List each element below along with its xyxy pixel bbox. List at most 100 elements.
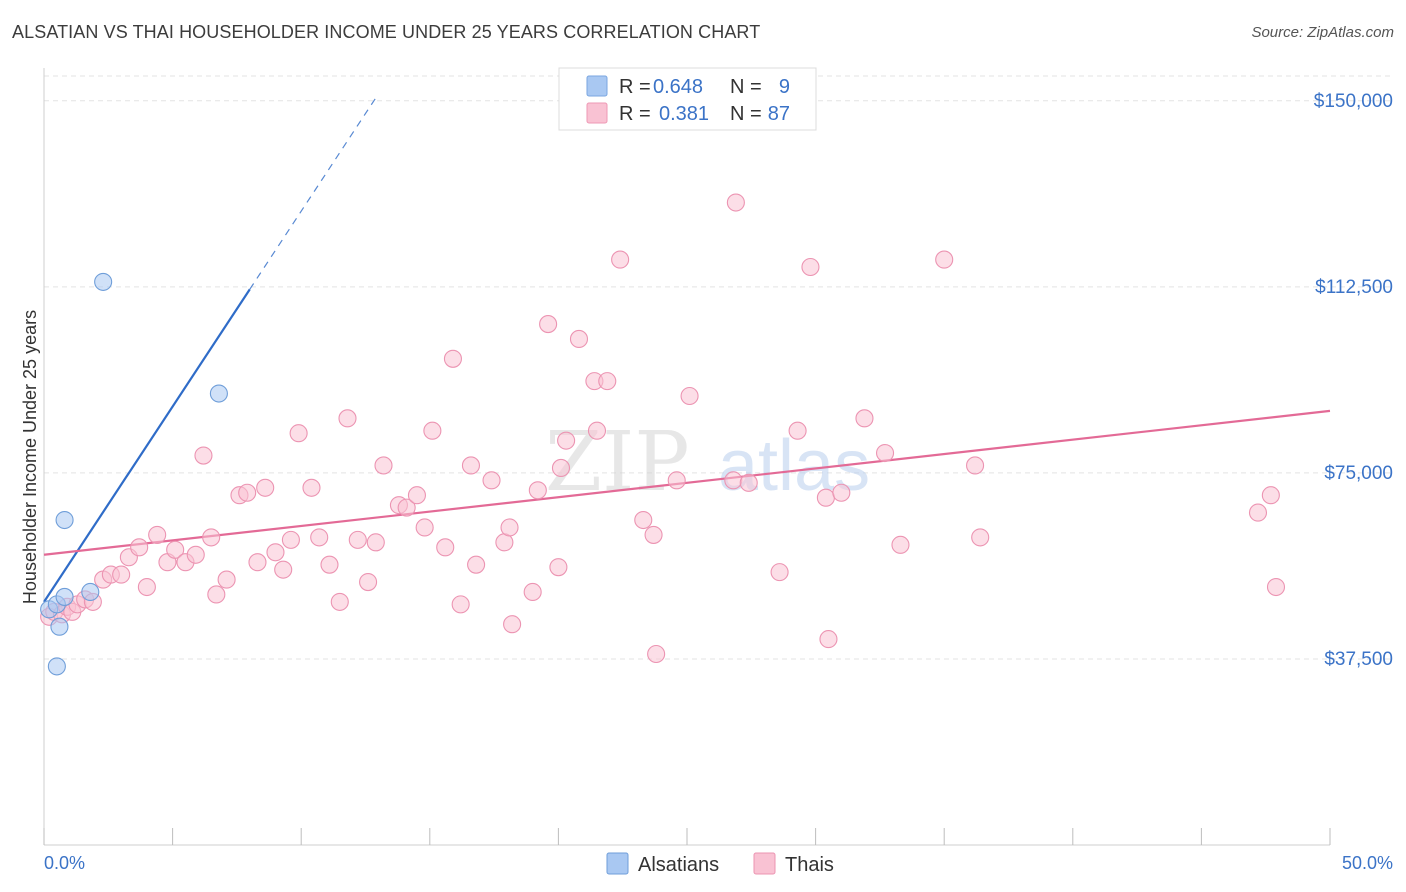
points-layer [40, 193, 1286, 676]
point-thais [320, 555, 339, 574]
point-thais [832, 483, 851, 502]
stats-n-value-alsatians: 9 [779, 76, 790, 98]
point-thais [366, 533, 385, 552]
point-thais [569, 329, 589, 348]
point-thais [266, 543, 285, 562]
point-thais [770, 563, 789, 582]
stats-r-value-alsatians: 0.648 [653, 76, 703, 98]
point-alsatians [47, 657, 66, 676]
axes-layer [43, 68, 1331, 846]
x-tick-min: 0.0% [44, 853, 85, 873]
point-thais [647, 644, 666, 664]
point-thais [788, 421, 807, 440]
point-thais [397, 498, 416, 517]
point-thais [137, 577, 156, 597]
trend-line-thais [43, 409, 1331, 556]
point-thais [359, 573, 378, 592]
y-tick-label: $75,000 [1324, 463, 1393, 484]
series-legend: Alsatians Thais [606, 852, 834, 876]
point-thais [634, 510, 653, 530]
point-thais [148, 525, 167, 544]
y-tick-label: $37,500 [1324, 649, 1393, 670]
point-thais [528, 481, 547, 500]
point-thais [1266, 577, 1286, 597]
point-thais [551, 458, 571, 477]
point-thais [816, 488, 835, 507]
point-thais [557, 431, 576, 450]
point-thais [587, 421, 607, 440]
point-alsatians [94, 272, 113, 291]
point-thais [1248, 503, 1268, 522]
stats-swatch-thais [586, 102, 608, 124]
point-thais [1261, 486, 1280, 505]
point-thais [539, 315, 558, 334]
y-tick-labels: $37,500 $75,000 $112,500 $150,000 [1314, 91, 1393, 670]
point-thais [819, 630, 838, 649]
point-thais [935, 250, 954, 269]
point-thais [500, 518, 519, 537]
point-thais [207, 585, 226, 604]
point-thais [348, 530, 367, 549]
stats-n-label-thais: N = [730, 103, 762, 125]
y-tick-label: $112,500 [1315, 277, 1393, 298]
stats-r-label-alsatians: R = [619, 76, 651, 98]
point-thais [330, 592, 349, 611]
point-thais [274, 560, 293, 579]
point-thais [875, 444, 895, 463]
legend-label-alsatians: Alsatians [638, 854, 719, 876]
point-thais [407, 486, 426, 505]
stats-legend: R = 0.648 N = 9 R = 0.381 N = 87 [558, 67, 817, 131]
point-thais [451, 595, 470, 614]
point-thais [166, 540, 185, 559]
point-thais [891, 535, 910, 554]
point-thais [549, 558, 568, 577]
stats-swatch-alsatians [586, 75, 608, 97]
x-tick-max: 50.0% [1342, 853, 1393, 873]
point-thais [611, 250, 630, 269]
point-thais [443, 349, 462, 368]
point-thais [966, 456, 985, 475]
legend-label-thais: Thais [785, 854, 834, 876]
point-thais [503, 615, 522, 634]
stats-r-label-thais: R = [619, 103, 651, 125]
point-thais [415, 518, 434, 537]
trend-layer [43, 93, 1331, 603]
point-thais [194, 446, 213, 465]
y-tick-label: $150,000 [1314, 91, 1393, 112]
point-thais [461, 456, 481, 475]
stats-n-value-thais: 87 [768, 103, 790, 125]
point-thais [256, 478, 275, 497]
stats-n-label-alsatians: N = [730, 76, 762, 98]
point-thais [467, 555, 486, 574]
point-thais [423, 421, 442, 440]
point-thais [202, 528, 221, 547]
point-thais [281, 530, 300, 549]
point-alsatians [81, 582, 100, 602]
chart-title: ALSATIAN VS THAI HOUSEHOLDER INCOME UNDE… [12, 22, 761, 42]
point-thais [112, 565, 131, 584]
point-thais [644, 525, 663, 544]
point-thais [598, 372, 617, 391]
stats-r-value-thais: 0.381 [659, 103, 709, 125]
point-thais [739, 473, 758, 492]
point-alsatians [55, 587, 74, 606]
point-alsatians [209, 384, 228, 403]
point-thais [726, 193, 745, 212]
point-alsatians [50, 617, 69, 636]
point-thais [482, 471, 501, 490]
point-thais [338, 409, 357, 428]
point-thais [130, 538, 149, 557]
point-thais [801, 257, 820, 277]
chart-source: Source: ZipAtlas.com [1251, 24, 1394, 41]
point-thais [217, 570, 236, 589]
point-thais [971, 528, 990, 547]
point-thais [248, 553, 267, 572]
point-thais [667, 471, 686, 490]
point-thais [523, 582, 542, 602]
point-thais [724, 471, 743, 490]
point-alsatians [55, 510, 74, 530]
point-thais [310, 528, 329, 547]
y-axis-label: Householder Income Under 25 years [20, 310, 40, 604]
point-thais [302, 478, 321, 497]
